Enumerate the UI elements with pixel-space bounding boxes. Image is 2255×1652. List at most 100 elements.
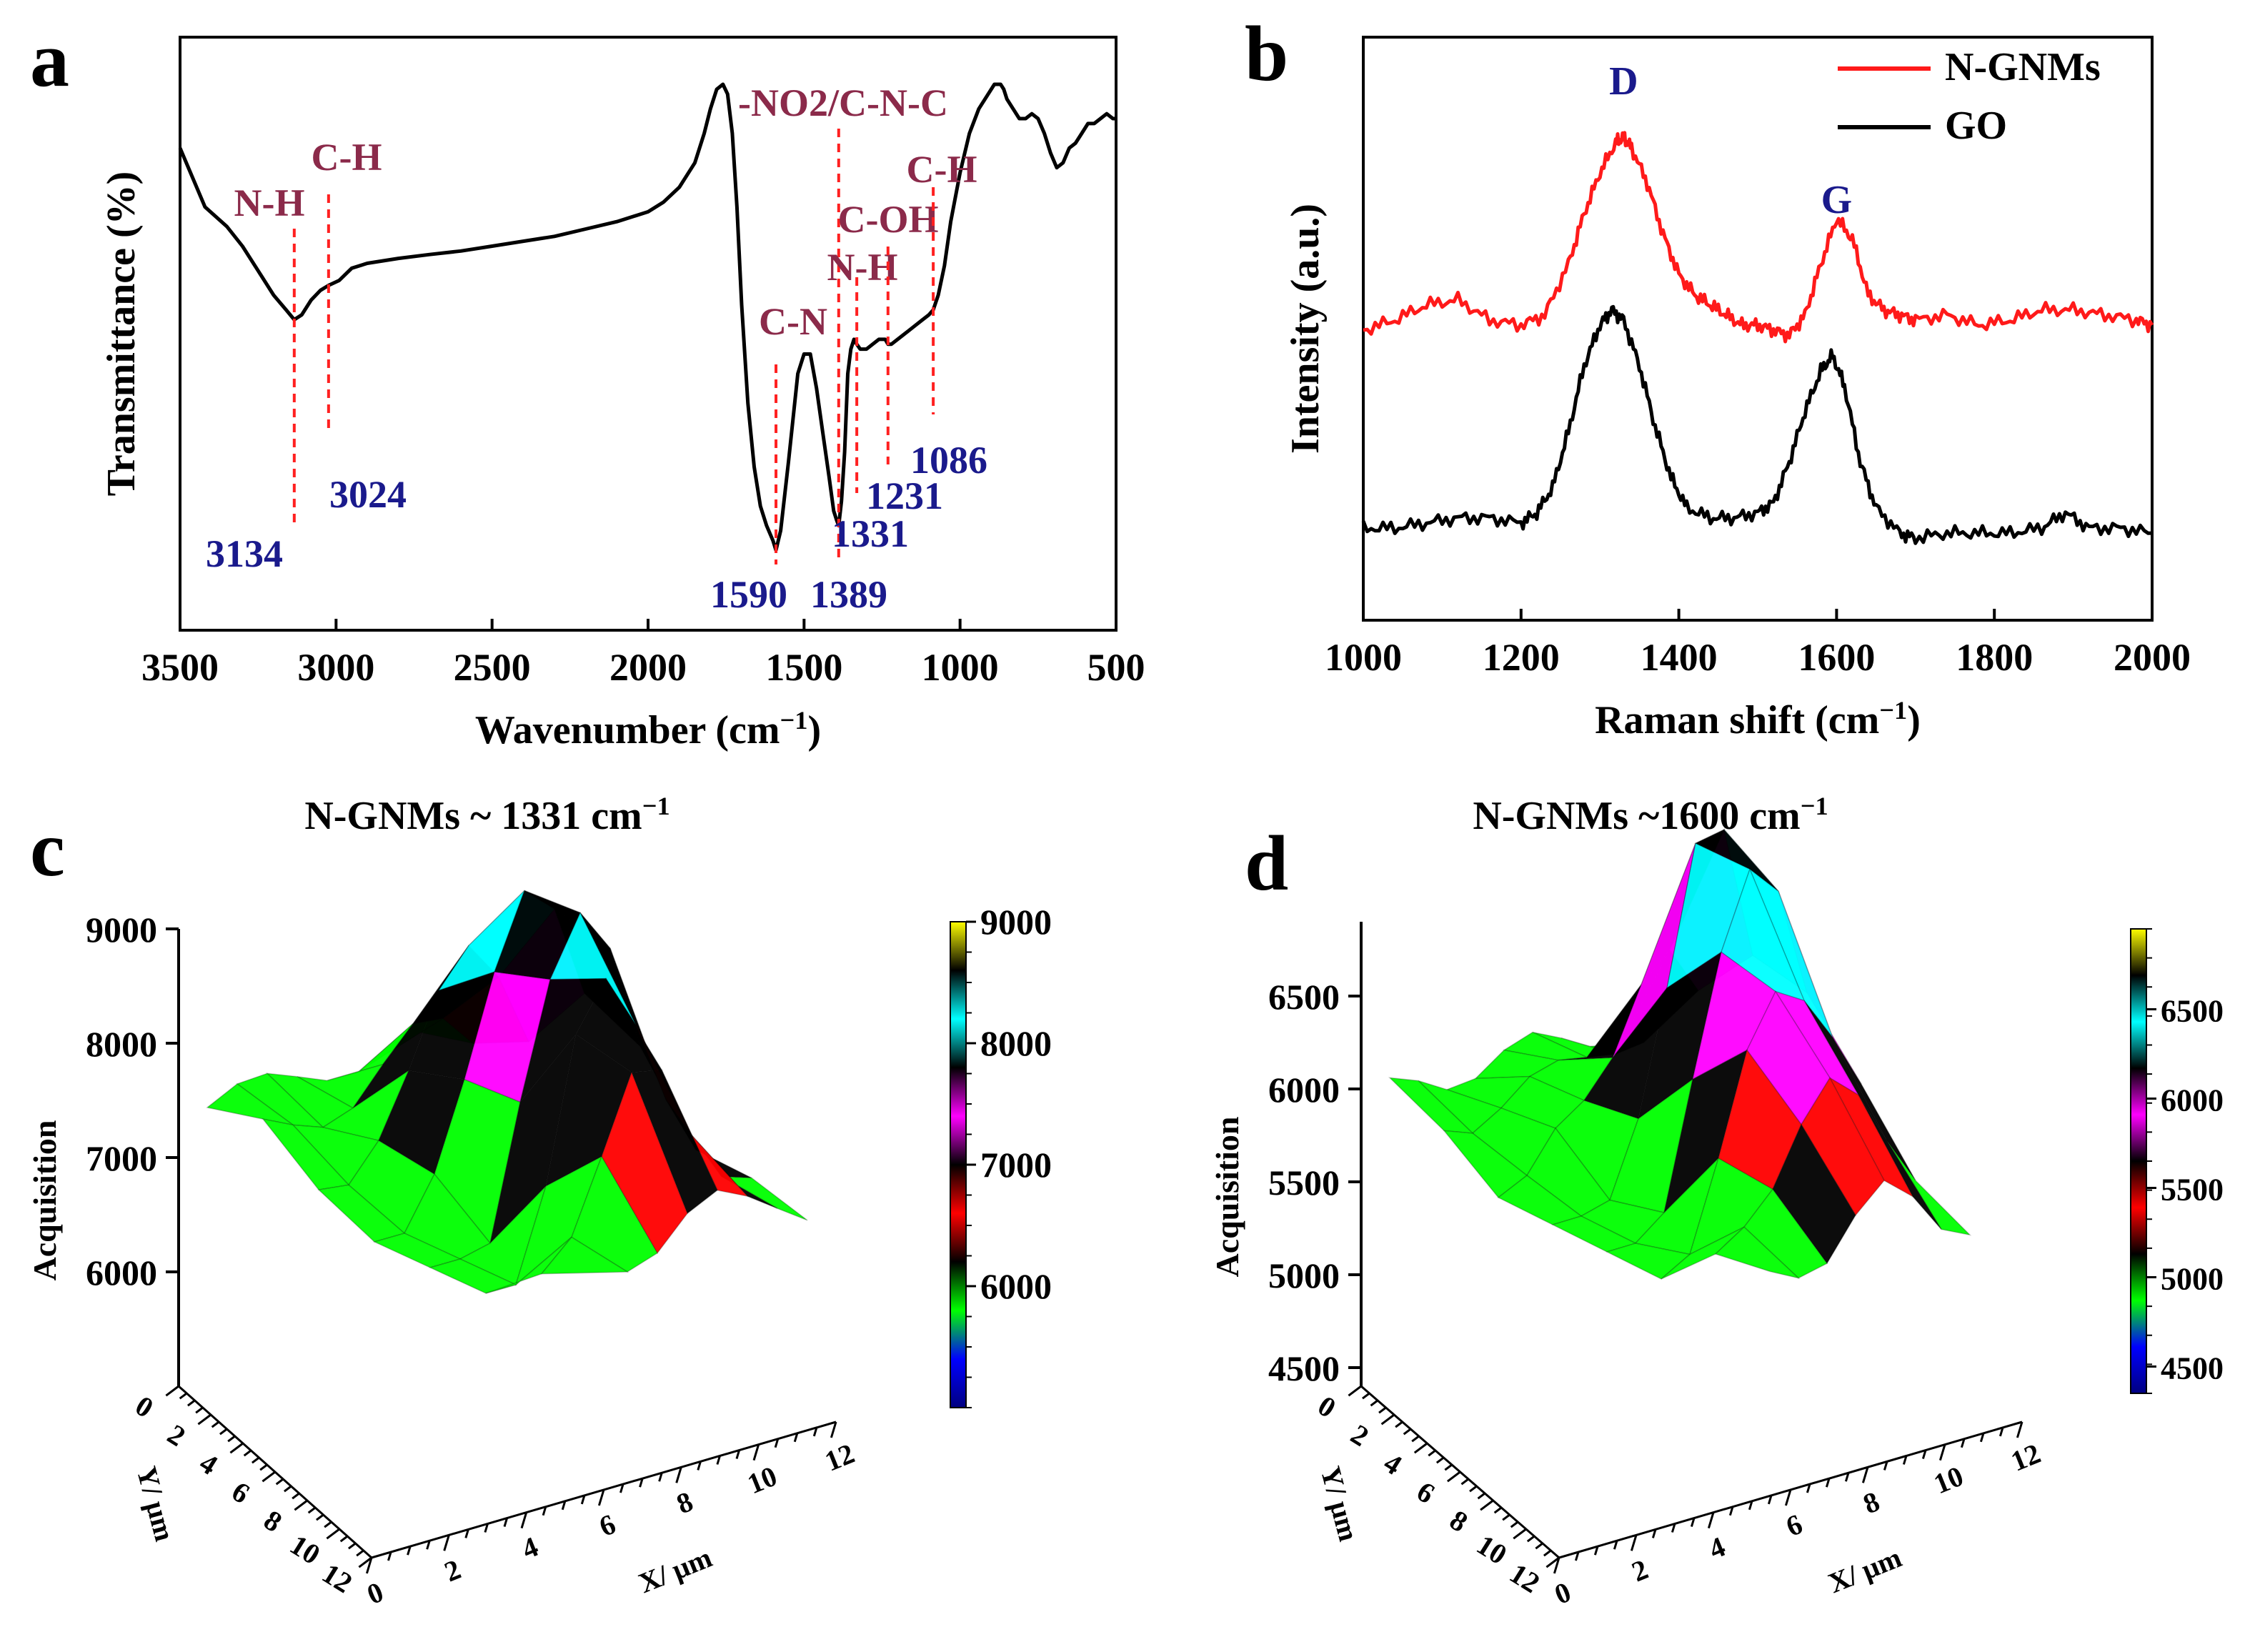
y-tick [292,1492,300,1500]
x-tick [1651,1528,1657,1538]
y-tick [1510,1521,1519,1528]
x-tick-label: 1000 [1325,636,1402,679]
x-tick-label: 4 [517,1531,542,1566]
x-tick [1671,1523,1676,1533]
x-tick [1767,1495,1773,1505]
x-tick [503,1518,509,1528]
peak-wavenumber-label: 1389 [810,573,887,616]
y-tick-label: 10 [284,1528,326,1571]
x-tick-label: 0 [1550,1576,1575,1611]
y-tick [1535,1542,1543,1550]
x-tick [1553,1557,1560,1574]
x-tick [619,1483,624,1493]
y-tick [275,1478,284,1486]
x-axis-label: Wavenumber (cm−1) [475,706,821,752]
x-tick-label: 1400 [1641,636,1718,679]
x-tick [774,1438,780,1448]
x-tick [1883,1461,1888,1471]
x-tick [675,1466,682,1483]
x-tick-label: 10 [743,1460,782,1501]
x-tick [1844,1472,1850,1482]
y-tick [1403,1428,1412,1435]
x-tick-label: 8 [1858,1485,1883,1520]
y-tick [1348,1385,1362,1397]
x-tick [464,1528,469,1538]
y-tick [1526,1535,1535,1543]
colorbar-tick-label: 6000 [980,1266,1052,1306]
x-tick [365,1557,373,1574]
x-tick [1707,1512,1715,1529]
peak-assignment-label: N-H [827,246,898,289]
ftir-series-line [178,82,1116,552]
y-tick [165,1385,179,1397]
y-axis-label: Transmittance (%) [99,171,144,497]
y-tick [1477,1492,1486,1500]
y-tick [227,1435,236,1443]
x-tick [542,1506,547,1516]
panel-letter-a: a [30,16,69,103]
x-tick [830,1421,837,1438]
raman-series-n-gnms [1363,131,2154,344]
peak-assignment-label: C-H [907,148,977,191]
x-tick [1613,1540,1618,1550]
y-tick [186,1399,196,1407]
colorbar-tick-label: 7000 [980,1145,1052,1185]
z-tick-label: 5000 [1268,1255,1340,1295]
z-axis-label: Acquisition [26,1120,63,1281]
colorbar-tick-label: 9000 [980,902,1052,942]
z-tick-label: 6000 [1268,1070,1340,1110]
panel-letter-b: b [1245,10,1288,97]
colorbar-tick-label: 6000 [2161,1083,2224,1118]
x-tick-label: 2000 [609,646,687,689]
y-tick [259,1463,268,1471]
y-tick-label: 0 [1313,1389,1342,1424]
surface-plot-1600: N-GNMs ~1600 cm−1 4500 5000 5500 6000 6500 Acq… [1209,792,2224,1611]
x-axis-label: Raman shift (cm−1) [1595,696,1921,742]
x-axis-label: X/ μm [1823,1541,1906,1599]
colorbar-tick-label: 5000 [2161,1262,2224,1297]
y-tick [1395,1420,1403,1428]
y-tick [1370,1399,1378,1407]
peak-wavenumber-label: 1086 [910,439,987,482]
panel-letter-d: d [1245,820,1288,907]
peak-assignment-label: C-N [759,300,827,343]
x-tick-label: 8 [672,1485,697,1520]
x-tick-label: 1600 [1798,636,1875,679]
x-tick [1593,1546,1599,1556]
peak-label-D: D [1609,59,1638,104]
y-tick [1428,1449,1436,1457]
y-tick [358,1556,372,1568]
z-tick-label: 4500 [1268,1348,1340,1388]
x-tick [1748,1501,1753,1511]
z-tick-label: 6000 [86,1253,157,1293]
peak-wavenumber-label: 1590 [710,573,787,616]
y-axis-label: Intensity (a.u.) [1283,204,1328,454]
x-tick-label: 4 [1704,1531,1729,1566]
y-tick-label: 8 [259,1503,288,1538]
y-tick-label: 0 [130,1389,159,1424]
z-tick-label: 8000 [86,1024,157,1064]
y-tick [219,1428,228,1435]
surface-facet [540,1236,629,1275]
y-tick [326,1528,340,1540]
peak-wavenumber-label: 3134 [206,532,283,575]
z-tick-label: 9000 [86,910,157,950]
plot-frame [179,36,1117,632]
y-tick [1362,1392,1370,1400]
y-tick [197,1413,211,1425]
colorbar [2130,928,2147,1394]
y-tick [1513,1528,1527,1540]
y-tick [324,1521,332,1528]
y-tick [1493,1506,1503,1514]
y-tick-label: 8 [1444,1503,1473,1538]
x-tick [793,1433,799,1443]
y-tick-label: 2 [1345,1418,1375,1453]
surface-facet [1801,1077,1885,1217]
y-tick [1411,1435,1420,1443]
x-tick [597,1489,605,1506]
y-tick [211,1420,220,1428]
x-tick [1861,1466,1869,1483]
y-tick [356,1549,364,1557]
x-tick-label: 1500 [765,646,842,689]
x-tick [426,1540,431,1550]
